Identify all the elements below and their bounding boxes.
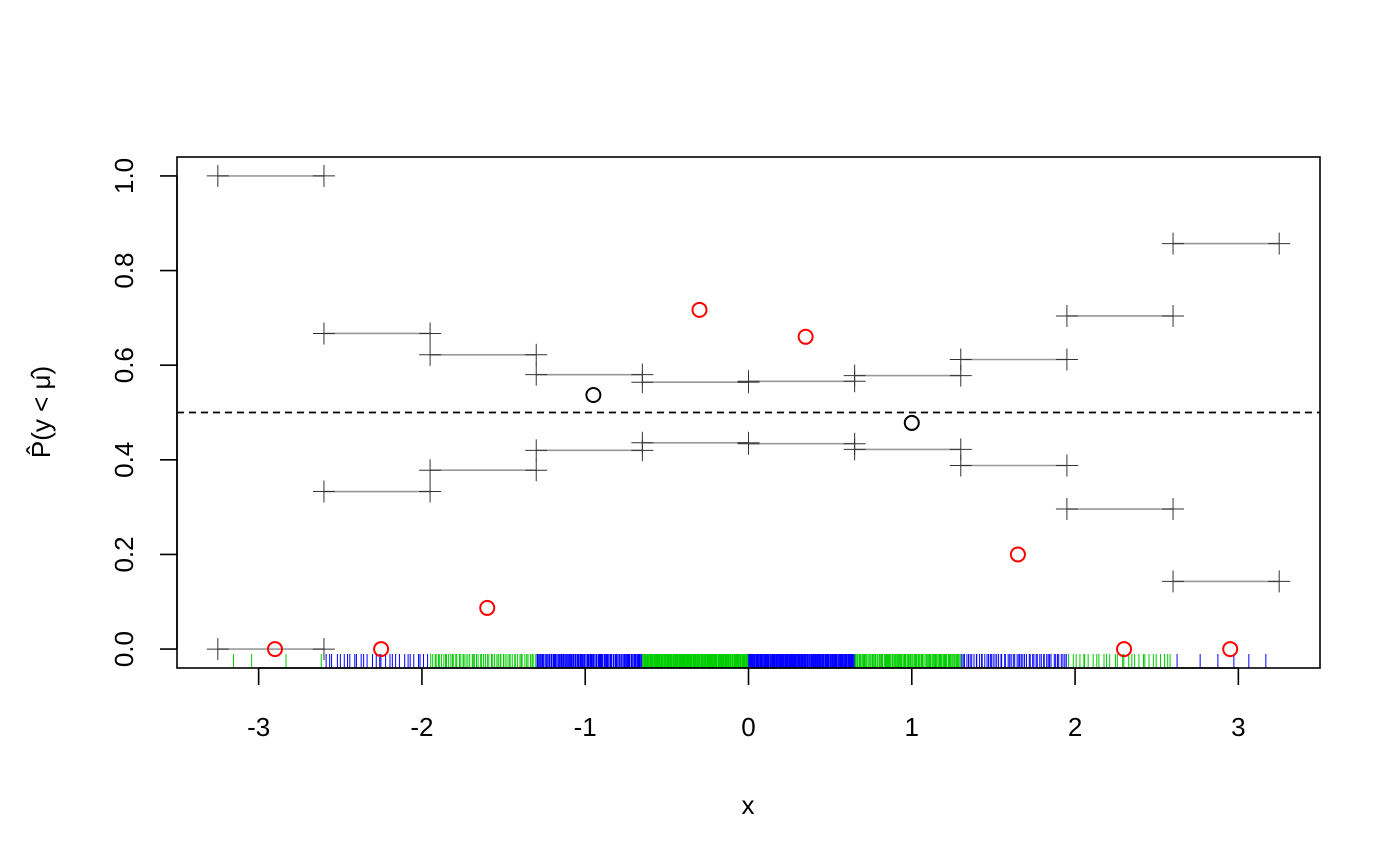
rug-layer xyxy=(232,654,1267,668)
data-point xyxy=(903,414,920,431)
interval-layer xyxy=(206,164,1291,661)
data-point xyxy=(691,301,708,318)
x-tick-label: 2 xyxy=(1068,712,1082,742)
y-axis-label: P̂(y < μ̂) xyxy=(26,366,56,458)
x-tick-label: 0 xyxy=(741,712,755,742)
data-point xyxy=(479,599,496,616)
x-axis-label: x xyxy=(742,790,755,820)
x-tick-label: -2 xyxy=(410,712,433,742)
x-tick-label: 3 xyxy=(1231,712,1245,742)
y-tick-label: 1.0 xyxy=(109,158,139,194)
data-point xyxy=(1116,641,1133,658)
data-point xyxy=(1009,546,1026,563)
data-point xyxy=(585,386,602,403)
x-axis: -3 -2 -1 0 1 2 3 xyxy=(247,667,1246,742)
y-tick-label: 0.4 xyxy=(109,442,139,478)
data-point xyxy=(266,641,283,658)
data-point xyxy=(1222,641,1239,658)
data-point xyxy=(373,641,390,658)
points-layer xyxy=(266,301,1239,658)
y-tick-label: 0.8 xyxy=(109,252,139,288)
y-tick-label: 0.6 xyxy=(109,347,139,383)
x-tick-label: -1 xyxy=(574,712,597,742)
data-point xyxy=(797,328,814,345)
x-tick-label: 1 xyxy=(905,712,919,742)
y-tick-label: 0.0 xyxy=(109,631,139,667)
y-axis: 0.0 0.2 0.4 0.6 0.8 1.0 xyxy=(109,158,178,667)
x-tick-label: -3 xyxy=(247,712,270,742)
y-tick-label: 0.2 xyxy=(109,536,139,572)
